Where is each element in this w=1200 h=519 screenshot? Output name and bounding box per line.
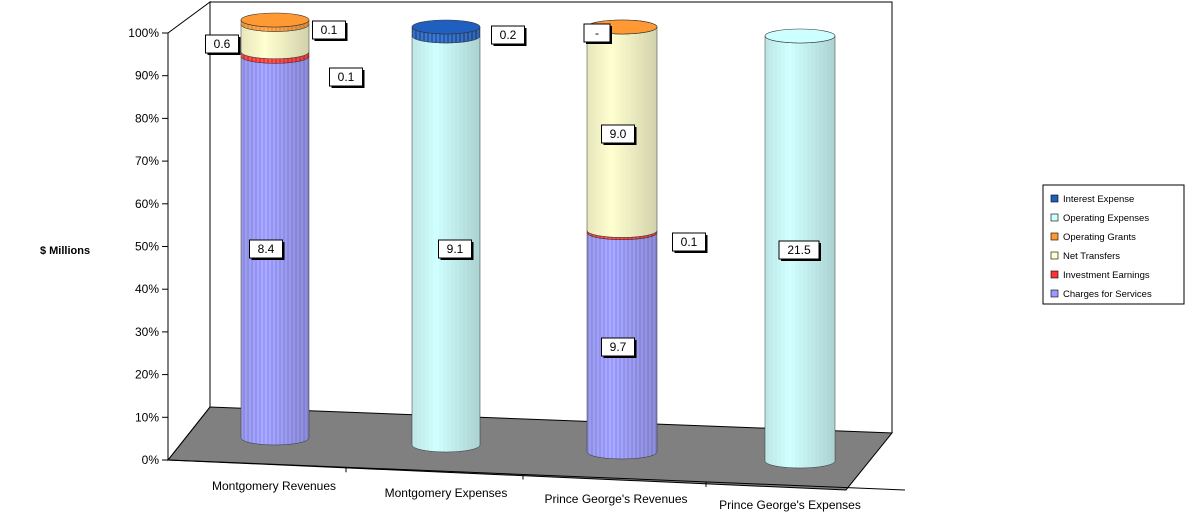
legend-item-investment-earnings: Investment Earnings (1050, 270, 1150, 281)
data-label-prince-george-s-revenues-net-transfers-box (601, 124, 635, 144)
y-tick-label: 40% (135, 282, 159, 296)
legend-item-interest-expense: Interest Expense (1050, 194, 1134, 205)
legend-label-charges-for-services: Charges for Services (1063, 289, 1152, 300)
cylinder-cap-montgomery-revenues (240, 12, 310, 28)
legend-swatch-interest-expense (1050, 194, 1059, 203)
data-label-prince-george-s-revenues-charges-for-services-text: 9.7 (610, 340, 627, 354)
y-tick-label: 60% (135, 197, 159, 211)
legend-item-operating-grants: Operating Grants (1050, 232, 1136, 243)
x-tick-label-prince-george-s-expenses: Prince George's Expenses (719, 498, 861, 512)
legend-label-net-transfers: Net Transfers (1063, 251, 1120, 262)
legend-swatch-investment-earnings (1050, 270, 1059, 279)
legend-item-net-transfers: Net Transfers (1050, 251, 1120, 262)
data-label-montgomery-revenues-investment-earnings-box (329, 67, 363, 87)
data-label-montgomery-revenues-operating-grants: 0.1 (312, 20, 348, 41)
data-label-montgomery-expenses-interest-expense: 0.2 (491, 25, 527, 46)
y-tick-label: 50% (135, 240, 159, 254)
y-tick-label: 10% (135, 410, 159, 424)
data-label-prince-george-s-revenues-charges-for-services-box (601, 337, 635, 357)
legend-label-operating-grants: Operating Grants (1063, 232, 1136, 243)
cylinder-montgomery-revenues (240, 12, 310, 446)
legend-label-interest-expense: Interest Expense (1063, 194, 1134, 205)
cylinder-cap-montgomery-expenses (411, 19, 481, 35)
cylinder-prince-george-s-revenues (586, 19, 658, 460)
legend-item-operating-expenses: Operating Expenses (1050, 213, 1149, 224)
cylinder-cap-prince-george-s-expenses (764, 28, 836, 44)
data-label-prince-george-s-expenses-operating-expenses-box (778, 240, 820, 260)
data-label-prince-george-s-expenses-operating-expenses-text: 21.5 (787, 243, 811, 257)
y-tick-label: 80% (135, 111, 159, 125)
data-label-montgomery-revenues-investment-earnings-text: 0.1 (338, 70, 355, 84)
y-tick-label: 20% (135, 368, 159, 382)
data-label-prince-george-s-revenues-net-transfers: 9.0 (601, 124, 637, 145)
chart-back-wall (209, 1, 893, 433)
data-label-montgomery-expenses-interest-expense-text: 0.2 (500, 28, 517, 42)
y-tick-label: 100% (128, 26, 159, 40)
data-label-montgomery-expenses-operating-expenses-box (438, 239, 472, 259)
data-label-montgomery-revenues-investment-earnings: 0.1 (329, 67, 365, 88)
x-tick-label-montgomery-revenues: Montgomery Revenues (212, 479, 336, 493)
legend-label-operating-expenses: Operating Expenses (1063, 213, 1149, 224)
legend-label-investment-earnings: Investment Earnings (1063, 270, 1150, 281)
y-tick-label: 30% (135, 325, 159, 339)
data-label-montgomery-revenues-operating-grants-text: 0.1 (321, 23, 338, 37)
data-label-prince-george-s-revenues-operating-grants: - (583, 23, 612, 44)
chart-side-wall (167, 1, 211, 462)
x-tick-label-montgomery-expenses: Montgomery Expenses (385, 486, 508, 500)
y-axis-title: $ Millions (40, 245, 90, 257)
legend-item-charges-for-services: Charges for Services (1050, 289, 1152, 300)
data-label-prince-george-s-revenues-investment-earnings-box (672, 232, 706, 252)
data-label-montgomery-expenses-operating-expenses: 9.1 (438, 239, 474, 260)
x-tick-label-prince-george-s-revenues: Prince George's Revenues (544, 492, 687, 506)
data-label-prince-george-s-revenues-operating-grants-text: - (595, 26, 599, 40)
legend-swatch-charges-for-services (1050, 289, 1059, 298)
data-label-prince-george-s-revenues-investment-earnings-text: 0.1 (681, 235, 698, 249)
data-label-montgomery-revenues-operating-grants-box (312, 20, 346, 40)
legend-box (1042, 184, 1185, 305)
data-label-prince-george-s-revenues-operating-grants-box (583, 23, 611, 43)
data-label-montgomery-revenues-charges-for-services-box (249, 239, 283, 259)
floor-edge-left (167, 406, 211, 461)
legend-swatch-net-transfers (1050, 251, 1059, 260)
data-label-prince-george-s-revenues-charges-for-services: 9.7 (601, 337, 637, 358)
x-axis-line (167, 459, 906, 491)
legend-swatch-operating-expenses (1050, 213, 1059, 222)
data-label-prince-george-s-revenues-net-transfers-text: 9.0 (610, 127, 627, 141)
y-tick-label: 90% (135, 69, 159, 83)
data-label-montgomery-expenses-interest-expense-box (491, 25, 525, 45)
data-label-montgomery-revenues-charges-for-services: 8.4 (249, 239, 285, 260)
data-label-montgomery-revenues-net-transfers-box (205, 34, 239, 54)
data-label-montgomery-expenses-operating-expenses-text: 9.1 (447, 242, 464, 256)
y-tick-label: 70% (135, 154, 159, 168)
data-label-montgomery-revenues-net-transfers: 0.6 (205, 34, 241, 55)
data-label-montgomery-revenues-net-transfers-text: 0.6 (214, 37, 231, 51)
data-label-prince-george-s-expenses-operating-expenses: 21.5 (778, 240, 821, 261)
y-tick-label: 0% (142, 453, 160, 467)
legend-swatch-operating-grants (1050, 232, 1059, 241)
data-label-prince-george-s-revenues-investment-earnings: 0.1 (672, 232, 708, 253)
cylinder-montgomery-expenses (411, 19, 481, 453)
data-label-montgomery-revenues-charges-for-services-text: 8.4 (258, 242, 275, 256)
